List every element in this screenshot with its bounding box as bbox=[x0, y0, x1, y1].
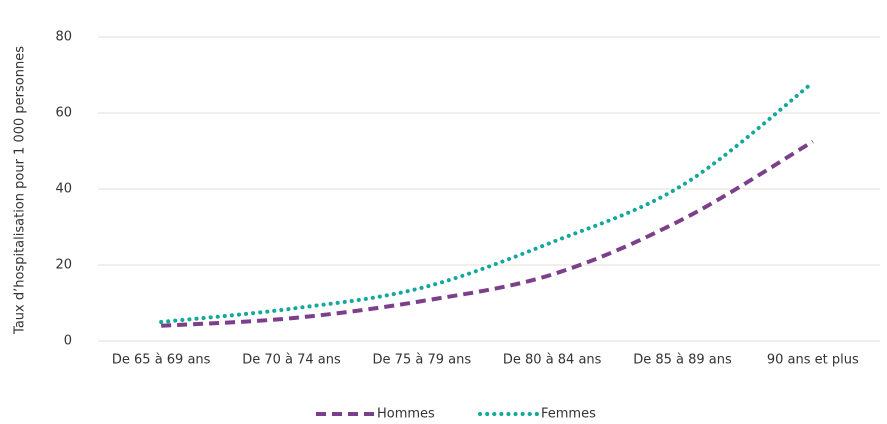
y-tick-label: 20 bbox=[55, 258, 72, 273]
x-tick-label: De 75 à 79 ans bbox=[373, 353, 472, 368]
y-tick-label: 40 bbox=[55, 182, 72, 197]
y-tick-label: 80 bbox=[55, 30, 72, 45]
legend-label: Femmes bbox=[541, 407, 596, 422]
x-tick-label: De 70 à 74 ans bbox=[242, 353, 341, 368]
series-line bbox=[161, 139, 814, 328]
legend-label: Hommes bbox=[377, 407, 435, 422]
y-tick-label: 60 bbox=[55, 106, 72, 121]
x-tick-label: De 85 à 89 ans bbox=[633, 353, 732, 368]
x-tick-label: 90 ans et plus bbox=[767, 353, 859, 368]
y-axis-label: Taux d’hospitalisation pour 1 000 person… bbox=[13, 46, 28, 335]
x-tick-label: De 65 à 69 ans bbox=[112, 353, 211, 368]
x-tick-label: De 80 à 84 ans bbox=[503, 353, 602, 368]
series-line bbox=[159, 80, 815, 324]
y-tick-label: 0 bbox=[64, 334, 72, 349]
